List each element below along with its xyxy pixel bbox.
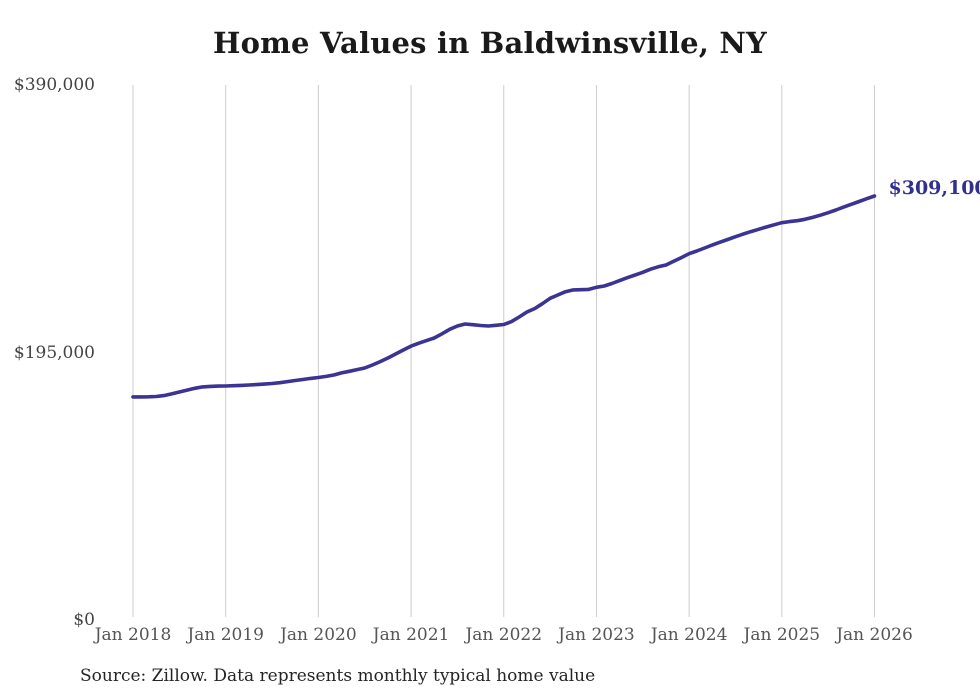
y-tick-label: $195,000 <box>13 342 95 363</box>
chart-title: Home Values in Baldwinsville, NY <box>213 26 767 60</box>
source-note: Source: Zillow. Data represents monthly … <box>80 666 596 686</box>
x-tick-label: Jan 2024 <box>650 625 728 645</box>
y-tick-label: $390,000 <box>13 75 95 95</box>
end-value-label: $309,100 <box>888 176 980 199</box>
x-tick-label: Jan 2019 <box>187 625 264 645</box>
x-tick-label: Jan 2022 <box>465 625 543 645</box>
x-tick-label: Jan 2025 <box>743 625 821 645</box>
x-tick-label: Jan 2021 <box>372 625 450 645</box>
x-tick-label: Jan 2026 <box>836 625 913 645</box>
x-tick-label: Jan 2020 <box>280 625 357 645</box>
vertical-gridlines <box>132 85 875 617</box>
x-tick-label: Jan 2023 <box>558 625 635 645</box>
x-tick-label: Jan 2018 <box>94 625 172 645</box>
y-tick-label: $0 <box>73 610 95 630</box>
home-value-line <box>131 194 877 399</box>
